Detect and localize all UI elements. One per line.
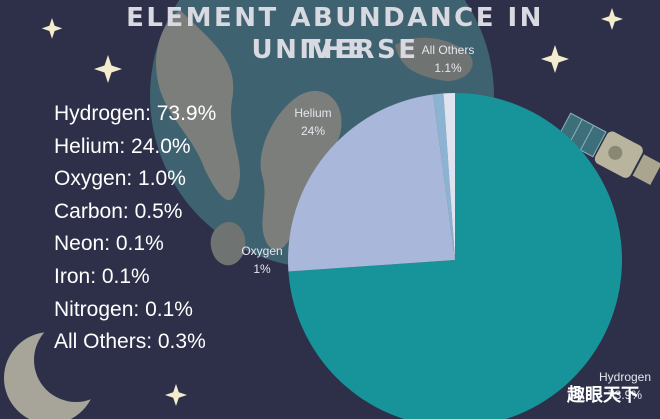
element-name: Oxygen — [54, 167, 127, 191]
watermark: 趣眼天下 — [567, 385, 639, 406]
list-item: Hydrogen: 73.9% — [54, 102, 217, 125]
star-icon — [41, 18, 63, 39]
page-title: ELEMENT ABUNDANCE IN THE — [126, 3, 544, 65]
slice-label: Hydrogen — [599, 370, 651, 384]
element-value: 1.0% — [138, 167, 186, 191]
element-value: 0.3% — [157, 330, 206, 354]
element-value: 24.0% — [131, 134, 191, 158]
star-icon — [94, 55, 122, 83]
element-name: All Others — [54, 330, 147, 354]
element-value: 0.5% — [134, 199, 183, 223]
element-name: Nitrogen — [54, 297, 134, 321]
slice-label: Helium — [294, 106, 331, 120]
slice-label: All Others — [422, 43, 475, 57]
element-value: 0.1% — [101, 264, 150, 288]
pie-slice-hydrogen — [288, 93, 622, 419]
slice-value-label: 73.9% — [608, 388, 642, 402]
list-item: Oxygen: 1.0% — [54, 167, 186, 191]
element-name: Neon — [54, 232, 105, 256]
element-name: Helium — [54, 134, 120, 158]
moon-icon — [4, 318, 118, 419]
element-name: Hydrogen — [54, 102, 146, 125]
pie-slice-helium — [288, 94, 455, 272]
list-item: All Others: 0.3% — [54, 330, 206, 354]
element-list: Hydrogen: 73.9% Helium: 24.0% Oxygen: 1.… — [54, 98, 216, 359]
slice-value-label: 1% — [253, 262, 271, 276]
satellite-icon — [556, 112, 660, 186]
list-item: Neon: 0.1% — [54, 232, 164, 256]
element-name: Carbon — [54, 199, 123, 223]
list-item: Iron: 0.1% — [54, 264, 150, 288]
list-item: Helium: 24.0% — [54, 134, 191, 158]
element-name: Iron — [54, 264, 91, 288]
element-value: 0.1% — [145, 297, 193, 321]
slice-value-label: 24% — [301, 124, 325, 138]
list-item: Nitrogen: 0.1% — [54, 297, 193, 321]
element-value: 0.1% — [115, 232, 164, 256]
star-icon — [541, 45, 569, 73]
element-value: 73.9% — [156, 102, 217, 125]
pie-slice-oxygen — [433, 93, 455, 261]
star-icon — [165, 384, 187, 406]
slice-label: Oxygen — [241, 244, 282, 258]
page-title-line-2: UNIVERSE — [251, 35, 419, 65]
list-item: Carbon: 0.5% — [54, 199, 183, 223]
star-icon — [601, 8, 623, 30]
pie-slice-all-others — [443, 93, 455, 260]
slice-value-label: 1.1% — [434, 61, 462, 75]
